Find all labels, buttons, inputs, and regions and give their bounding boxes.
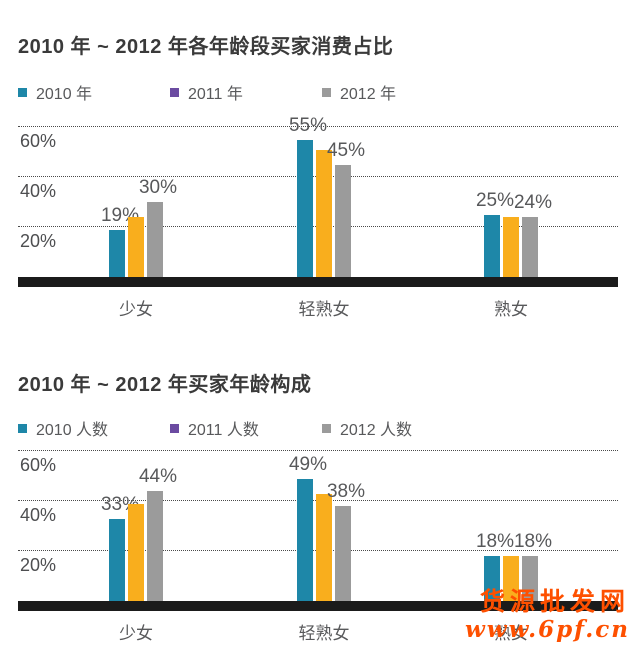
- bar-value-label: 49%: [288, 453, 328, 475]
- bar-series2-熟女: [522, 217, 538, 277]
- ytick-label: 40%: [20, 505, 57, 525]
- bar-series1-少女: [128, 503, 144, 601]
- bar-value-label: 18%: [513, 531, 553, 552]
- category-label: 少女: [119, 624, 153, 643]
- bar-series0-轻熟女: [297, 139, 313, 277]
- bar-series2-少女: [147, 491, 163, 601]
- watermark-url: www.6pf.cn: [465, 615, 630, 643]
- bar-series0-熟女: [484, 214, 500, 277]
- category-axis: 少女 轻熟女 熟女: [18, 611, 618, 643]
- category-label: 少女: [119, 300, 153, 319]
- age-composition-chart: 20% 40% 60% 33% 44% 49% 38% 18% 18% 少女 轻熟女 熟女: [18, 436, 618, 643]
- gridline-60: [18, 450, 618, 451]
- bar-value-label: 44%: [138, 466, 178, 487]
- legend-label: 2011 年: [188, 86, 243, 103]
- bar-value-label: 30%: [138, 177, 178, 198]
- ytick-label: 40%: [20, 181, 57, 201]
- x-axis-baseline: [18, 277, 618, 287]
- site-watermark: 货源批发网 www.6pf.cn: [465, 587, 630, 643]
- bar-value-label: 55%: [288, 114, 328, 136]
- legend-swatch-icon: [322, 87, 331, 97]
- legend-item: 2010 年: [18, 80, 170, 104]
- watermark-site-name: 货源批发网: [479, 587, 630, 616]
- category-label: 熟女: [494, 624, 528, 643]
- legend: 2010 年 2011 年 2012 年: [18, 80, 474, 104]
- bar-value-label: 38%: [326, 481, 366, 502]
- bar-series1-轻熟女: [316, 493, 332, 601]
- bar-value-label: 24%: [513, 192, 553, 213]
- ytick-label: 20%: [20, 231, 57, 251]
- legend-swatch-icon: [170, 87, 179, 97]
- ytick-label: 60%: [20, 131, 57, 151]
- bar-series0-少女: [109, 229, 125, 277]
- category-label: 熟女: [494, 300, 528, 319]
- legend-item: 2011 年: [170, 80, 322, 104]
- gridline-60: [18, 126, 618, 127]
- legend-label: 2011 人数: [188, 422, 259, 439]
- consumption-share-chart: 20% 40% 60% 19% 30% 55% 45% 25% 24% 少女 轻熟女 熟女: [18, 112, 618, 319]
- bar-value-label: 18%: [475, 531, 515, 552]
- bar-series1-熟女: [503, 556, 519, 601]
- bar-series2-少女: [147, 202, 163, 277]
- legend-swatch-icon: [322, 423, 331, 433]
- x-axis-baseline: [18, 601, 618, 611]
- legend-swatch-icon: [170, 423, 179, 433]
- bar-series1-少女: [128, 217, 144, 277]
- legend-item: 2012 年: [322, 80, 474, 104]
- bar-series0-少女: [109, 518, 125, 601]
- bar-series2-熟女: [522, 556, 538, 601]
- chart-title-age-composition: 2010 年 ~ 2012 年买家年龄构成: [18, 374, 312, 396]
- legend-item: 2012 人数: [322, 416, 474, 440]
- category-label: 轻熟女: [298, 624, 350, 643]
- chart-title-consumption-share: 2010 年 ~ 2012 年各年龄段买家消费占比: [18, 36, 394, 58]
- legend-label: 2012 人数: [340, 422, 413, 439]
- bar-series0-轻熟女: [297, 478, 313, 601]
- bar-series0-熟女: [484, 556, 500, 601]
- legend-swatch-icon: [18, 87, 27, 97]
- legend-label: 2012 年: [340, 86, 397, 103]
- legend-item: 2010 人数: [18, 416, 170, 440]
- legend-label: 2010 年: [36, 86, 93, 103]
- category-label: 轻熟女: [298, 300, 350, 319]
- legend: 2010 人数 2011 人数 2012 人数: [18, 416, 474, 440]
- bar-series2-轻熟女: [335, 164, 351, 277]
- category-axis: 少女 轻熟女 熟女: [18, 287, 618, 319]
- bar-series1-轻熟女: [316, 149, 332, 277]
- bar-series2-轻熟女: [335, 506, 351, 601]
- plot-area: 20% 40% 60% 19% 30% 55% 45% 25% 24%: [18, 112, 618, 277]
- ytick-label: 20%: [20, 555, 57, 575]
- bar-value-label: 45%: [326, 139, 366, 161]
- plot-area: 20% 40% 60% 33% 44% 49% 38% 18% 18%: [18, 436, 618, 601]
- ytick-label: 60%: [20, 455, 57, 475]
- legend-item: 2011 人数: [170, 416, 322, 440]
- bar-series1-熟女: [503, 217, 519, 277]
- bar-value-label: 25%: [475, 189, 515, 211]
- legend-label: 2010 人数: [36, 422, 109, 439]
- legend-swatch-icon: [18, 423, 27, 433]
